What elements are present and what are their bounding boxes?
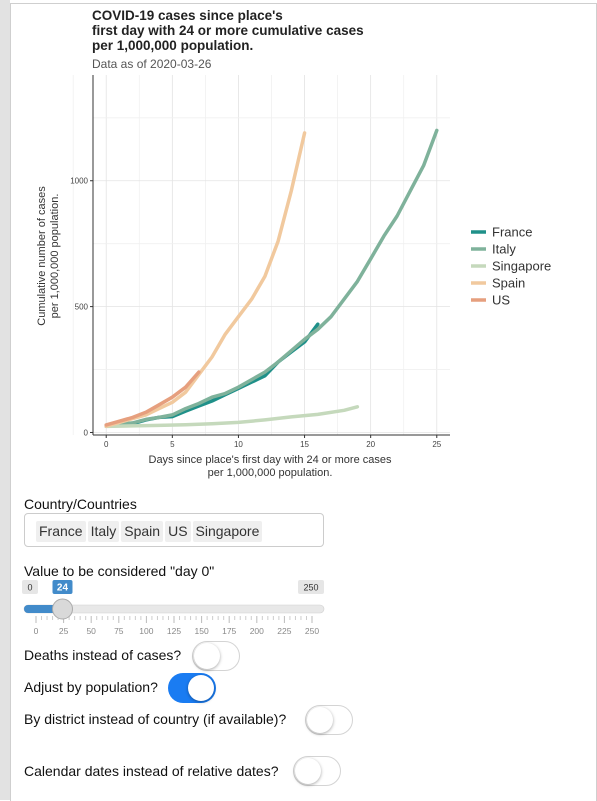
adjust-toggle[interactable] — [168, 673, 216, 703]
country-chip[interactable]: Italy — [87, 521, 120, 542]
day0-slider[interactable]: 0 250 24 0 25 50 75 100 125 150 175 200 225 250 — [20, 578, 340, 638]
page-side-strip — [0, 0, 10, 800]
district-toggle[interactable] — [305, 705, 353, 735]
series-line-france — [104, 322, 320, 428]
chart-grid — [72, 75, 450, 435]
district-label: By district instead of country (if avail… — [24, 711, 287, 727]
y-tick-label: 500 — [75, 303, 89, 312]
chart-legend: France Italy Singapore Spain US — [471, 225, 551, 308]
countries-label: Country/Countries — [24, 496, 137, 512]
calendar-toggle[interactable] — [293, 756, 341, 786]
slider-handle — [51, 598, 73, 620]
country-chip[interactable]: US — [165, 521, 191, 542]
toggle-knob — [188, 675, 214, 701]
legend-label: Spain — [492, 276, 525, 291]
x-tick-label: 0 — [104, 440, 109, 449]
chart-axes: 0 5 10 15 20 25 0 500 1000 — [70, 75, 450, 449]
deaths-toggle[interactable] — [192, 641, 240, 671]
legend-label: Singapore — [492, 259, 551, 274]
x-axis-label-line1: Days since place's first day with 24 or … — [149, 454, 392, 466]
chart-title: COVID-19 cases since place's first day w… — [92, 8, 364, 53]
y-axis-label-line2: per 1,000,000 population. — [49, 194, 61, 319]
x-tick-label: 25 — [432, 440, 441, 449]
x-axis-label-line2: per 1,000,000 population. — [208, 467, 333, 479]
y-tick-label: 1000 — [70, 177, 88, 186]
slider-tick-label: 200 — [250, 626, 264, 636]
series-line-singapore — [104, 405, 360, 429]
series-line-spain — [104, 131, 307, 428]
slider-tick-label: 150 — [195, 626, 209, 636]
slider-tick-label: 0 — [34, 626, 39, 636]
slider-max-label: 250 — [303, 583, 318, 593]
legend-label: US — [492, 293, 510, 308]
slider-tick-label: 75 — [114, 626, 124, 636]
countries-chips: France Italy Spain US Singapore — [35, 521, 263, 542]
slider-value-label: 24 — [57, 583, 69, 594]
toggle-knob — [307, 707, 333, 733]
slider-min-label: 0 — [27, 583, 32, 593]
slider-max-box — [298, 580, 324, 594]
adjust-label: Adjust by population? — [24, 679, 158, 695]
slider-tick-label: 225 — [277, 626, 291, 636]
y-tick-label: 0 — [84, 428, 89, 437]
country-chip[interactable]: France — [36, 521, 86, 542]
series-line-us — [104, 370, 201, 427]
chart: 0 5 10 15 20 25 0 500 1000 France Italy Singapore S… — [36, 75, 551, 479]
toggle-knob — [295, 758, 321, 784]
x-tick-label: 15 — [300, 440, 309, 449]
chart-series — [104, 128, 439, 429]
x-tick-label: 10 — [234, 440, 243, 449]
slider-tick-label: 25 — [59, 626, 69, 636]
legend-label: Italy — [492, 242, 516, 257]
calendar-label: Calendar dates instead of relative dates… — [24, 763, 279, 779]
legend-label: France — [492, 225, 532, 240]
toggle-knob — [194, 643, 220, 669]
slider-tick-label: 175 — [222, 626, 236, 636]
day0-label: Value to be considered "day 0" — [24, 563, 215, 579]
slider-tick-label: 250 — [305, 626, 319, 636]
deaths-label: Deaths instead of cases? — [24, 647, 182, 663]
country-chip[interactable]: Spain — [121, 521, 164, 542]
x-tick-label: 5 — [170, 440, 175, 449]
country-chip[interactable]: Singapore — [192, 521, 263, 542]
chart-subtitle: Data as of 2020-03-26 — [92, 57, 212, 71]
y-axis-label-line1: Cumulative number of cases — [36, 186, 48, 326]
slider-tick-label: 125 — [167, 626, 181, 636]
series-line-italy — [104, 128, 439, 428]
slider-tick-label: 100 — [139, 626, 153, 636]
slider-min-box — [22, 580, 38, 594]
slider-tick-label: 50 — [86, 626, 96, 636]
x-tick-label: 20 — [366, 440, 375, 449]
countries-select[interactable]: France Italy Spain US Singapore — [24, 513, 324, 547]
slider-value-box — [52, 580, 73, 594]
